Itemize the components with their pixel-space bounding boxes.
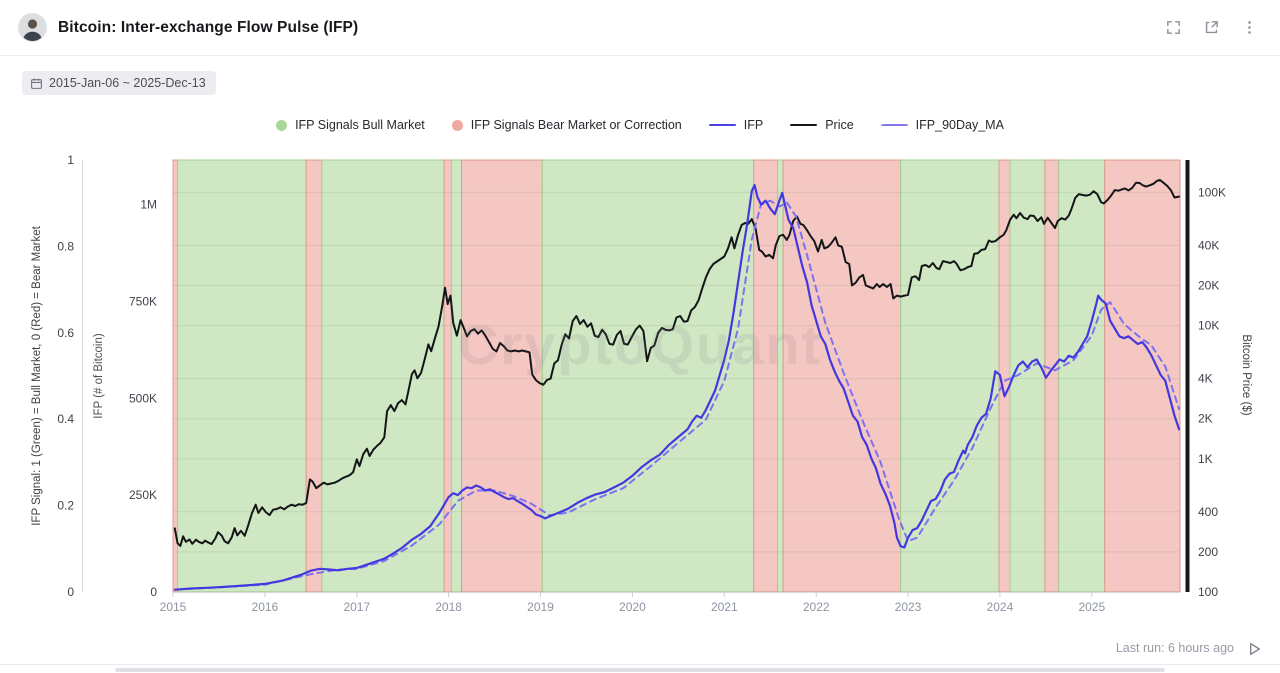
run-play-icon[interactable] [1246, 641, 1262, 657]
tick-label: 2016 [252, 600, 279, 614]
series-ifp [173, 184, 1181, 591]
date-range-label: 2015-Jan-06 ~ 2025-Dec-13 [49, 76, 206, 90]
tick-label: 2017 [343, 600, 370, 614]
legend-label: IFP Signals Bear Market or Correction [470, 118, 682, 132]
tick-label: 2021 [711, 600, 738, 614]
tick-label: 2025 [1078, 600, 1105, 614]
tick-label: 500K [129, 391, 157, 405]
legend-label: IFP Signals Bull Market [295, 118, 425, 132]
price-line-icon [790, 124, 818, 126]
legend-label: Price [825, 118, 854, 132]
tick-label: 2023 [895, 600, 922, 614]
page-title: Bitcoin: Inter-exchange Flow Pulse (IFP) [58, 18, 359, 36]
bull-dot-icon [276, 119, 288, 131]
legend-item-ma[interactable]: IFP_90Day_MA [880, 118, 1004, 132]
tick-label: 0.2 [57, 499, 74, 513]
tick-label: 2024 [987, 600, 1014, 614]
tick-label: 100 [1198, 585, 1218, 599]
legend-label: IFP_90Day_MA [915, 118, 1004, 132]
header-actions [1165, 19, 1258, 36]
price-axis-title: Bitcoin Price ($) [1240, 334, 1252, 415]
signal-band-bull [777, 159, 784, 593]
tick-label: 40K [1198, 238, 1219, 252]
tick-label: 2020 [619, 600, 646, 614]
avatar[interactable] [18, 13, 47, 42]
open-external-icon[interactable] [1203, 19, 1220, 36]
signal-band-bear [461, 159, 543, 593]
signal-band-bull [450, 159, 462, 593]
signal-band-bull [900, 159, 1000, 593]
legend-item-price[interactable]: Price [790, 118, 854, 132]
tick-label: 200 [1198, 545, 1218, 559]
legend-item-bear[interactable]: IFP Signals Bear Market or Correction [451, 118, 682, 132]
signal-axis-title: IFP Signal: 1 (Green) = Bull Market, 0 (… [31, 225, 43, 525]
signal-band-bear [305, 159, 323, 593]
tick-label: 0 [67, 585, 74, 599]
footer-divider [0, 664, 1280, 665]
tick-label: 400 [1198, 505, 1218, 519]
signal-band-bull [321, 159, 445, 593]
tick-label: 1 [67, 153, 74, 167]
signal-band-bull [177, 159, 307, 593]
calendar-icon [31, 78, 42, 89]
signal-band-bear [782, 159, 902, 593]
ifp-axis-title: IFP (# of Bitcoin) [93, 333, 105, 419]
avatar-person-icon [19, 14, 46, 41]
tick-label: 750K [129, 294, 157, 308]
chart-legend: IFP Signals Bull Market IFP Signals Bear… [0, 118, 1280, 132]
tick-label: 2018 [435, 600, 462, 614]
ifp-line-icon [708, 124, 736, 126]
tick-label: 10K [1198, 319, 1219, 333]
last-run-label: Last run: 6 hours ago [1115, 641, 1234, 655]
tick-label: 0.8 [57, 239, 74, 253]
tick-label: 0 [150, 585, 157, 599]
fullscreen-icon[interactable] [1165, 19, 1182, 36]
watermark: CryptoQuant [458, 313, 822, 376]
tick-label: 2022 [803, 600, 830, 614]
legend-label: IFP [743, 118, 764, 132]
horizontal-scrollbar[interactable] [115, 668, 1165, 672]
signal-band-bull [541, 159, 755, 593]
bear-dot-icon [451, 119, 463, 131]
signal-band-bear [443, 159, 452, 593]
header: Bitcoin: Inter-exchange Flow Pulse (IFP) [0, 0, 1280, 56]
tick-label: 2019 [527, 600, 554, 614]
date-range-chip[interactable]: 2015-Jan-06 ~ 2025-Dec-13 [22, 71, 216, 95]
tick-label: 1M [140, 198, 157, 212]
tick-label: 1K [1198, 452, 1213, 466]
kebab-menu-icon[interactable] [1241, 19, 1258, 36]
legend-item-bull[interactable]: IFP Signals Bull Market [276, 118, 425, 132]
tick-label: 2K [1198, 412, 1213, 426]
series-ifp_90day_ma [185, 199, 1181, 590]
signal-band-bear [172, 159, 179, 593]
tick-label: 100K [1198, 185, 1226, 199]
tick-label: 0.6 [57, 326, 74, 340]
tick-label: 2015 [160, 600, 187, 614]
tick-label: 20K [1198, 278, 1219, 292]
tick-label: 4K [1198, 372, 1213, 386]
signal-band-bear [753, 159, 779, 593]
signal-band-bull [1058, 159, 1106, 593]
tick-label: 250K [129, 488, 157, 502]
series-price [173, 178, 1181, 547]
ma-dashed-line-icon [880, 124, 908, 126]
legend-item-ifp[interactable]: IFP [708, 118, 764, 132]
tick-label: 0.4 [57, 412, 74, 426]
price-axis-bar [1185, 160, 1190, 592]
